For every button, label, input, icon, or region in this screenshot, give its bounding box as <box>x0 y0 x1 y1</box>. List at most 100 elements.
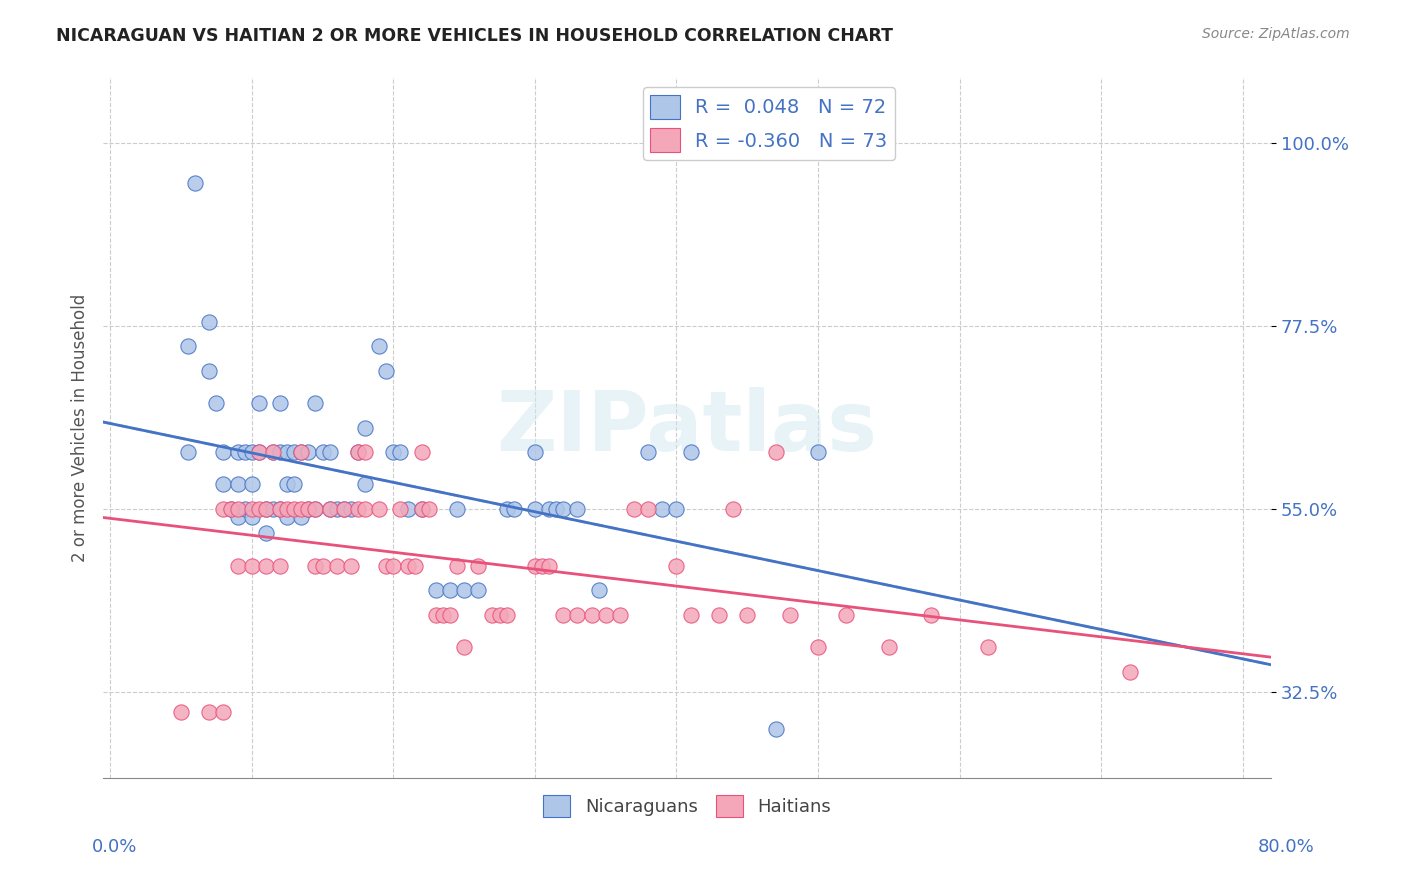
Point <box>396 502 419 516</box>
Point <box>318 502 340 516</box>
Point <box>290 510 312 524</box>
Point <box>233 502 256 516</box>
Point <box>325 558 347 573</box>
Legend: Nicaraguans, Haitians: Nicaraguans, Haitians <box>536 788 838 824</box>
Point <box>318 445 340 459</box>
Point <box>283 502 305 516</box>
Point <box>254 526 277 541</box>
Point <box>538 502 561 516</box>
Point <box>311 445 333 459</box>
Point <box>382 558 405 573</box>
Text: ZIPatlas: ZIPatlas <box>496 387 877 468</box>
Point <box>212 477 235 491</box>
Point <box>679 607 702 622</box>
Point <box>721 502 744 516</box>
Point <box>651 502 673 516</box>
Point <box>1118 665 1140 679</box>
Point <box>425 607 447 622</box>
Point <box>347 502 370 516</box>
Point <box>495 502 517 516</box>
Point <box>276 502 298 516</box>
Point <box>523 445 546 459</box>
Point <box>354 420 377 434</box>
Point <box>920 607 942 622</box>
Point <box>240 510 263 524</box>
Point <box>340 502 363 516</box>
Point <box>375 558 398 573</box>
Point <box>765 722 787 736</box>
Point <box>637 445 659 459</box>
Point <box>254 558 277 573</box>
Text: 80.0%: 80.0% <box>1258 838 1315 856</box>
Point <box>347 445 370 459</box>
Point <box>276 477 298 491</box>
Point <box>333 502 356 516</box>
Point <box>240 558 263 573</box>
Point <box>240 502 263 516</box>
Point <box>283 445 305 459</box>
Point <box>226 477 249 491</box>
Point <box>177 339 200 353</box>
Point <box>290 502 312 516</box>
Point <box>707 607 730 622</box>
Point <box>205 396 228 410</box>
Point <box>226 510 249 524</box>
Point <box>665 558 688 573</box>
Point <box>623 502 645 516</box>
Point <box>233 445 256 459</box>
Point <box>333 502 356 516</box>
Point <box>269 445 291 459</box>
Point <box>184 176 207 190</box>
Point <box>304 502 326 516</box>
Point <box>382 445 405 459</box>
Point <box>304 558 326 573</box>
Point <box>254 502 277 516</box>
Point <box>240 445 263 459</box>
Point <box>418 502 440 516</box>
Point <box>375 363 398 377</box>
Point <box>467 558 489 573</box>
Point <box>488 607 510 622</box>
Point <box>481 607 503 622</box>
Point <box>283 477 305 491</box>
Point <box>212 706 235 720</box>
Point <box>297 445 319 459</box>
Point <box>530 558 553 573</box>
Point <box>269 558 291 573</box>
Point <box>581 607 603 622</box>
Point <box>567 607 589 622</box>
Point <box>439 583 461 598</box>
Point <box>523 502 546 516</box>
Point <box>304 396 326 410</box>
Point <box>467 583 489 598</box>
Point <box>262 502 284 516</box>
Point <box>311 558 333 573</box>
Point <box>665 502 688 516</box>
Point <box>247 445 270 459</box>
Point <box>595 607 617 622</box>
Point <box>538 558 561 573</box>
Point <box>226 445 249 459</box>
Y-axis label: 2 or more Vehicles in Household: 2 or more Vehicles in Household <box>72 293 89 562</box>
Point <box>567 502 589 516</box>
Point <box>404 558 426 573</box>
Text: NICARAGUAN VS HAITIAN 2 OR MORE VEHICLES IN HOUSEHOLD CORRELATION CHART: NICARAGUAN VS HAITIAN 2 OR MORE VEHICLES… <box>56 27 893 45</box>
Point <box>226 502 249 516</box>
Point <box>219 502 242 516</box>
Point <box>495 607 517 622</box>
Point <box>439 607 461 622</box>
Point <box>877 640 900 655</box>
Point <box>609 607 631 622</box>
Point <box>588 583 610 598</box>
Point <box>389 502 412 516</box>
Point <box>297 502 319 516</box>
Point <box>354 445 377 459</box>
Point <box>269 396 291 410</box>
Point <box>425 583 447 598</box>
Point <box>269 502 291 516</box>
Point <box>247 396 270 410</box>
Point <box>553 607 575 622</box>
Point <box>247 445 270 459</box>
Point <box>389 445 412 459</box>
Point <box>446 558 468 573</box>
